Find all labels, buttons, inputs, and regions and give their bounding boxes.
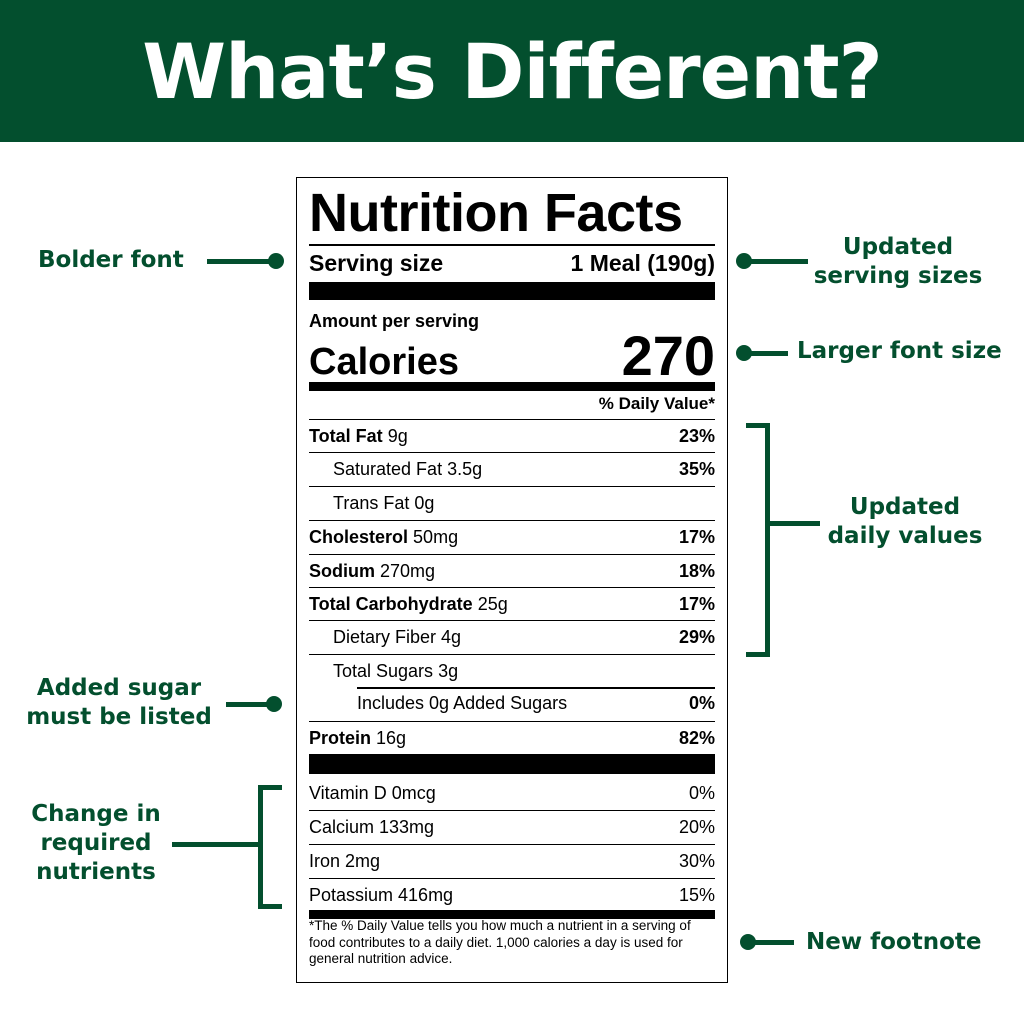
nutrient-name: Total Carbohydrate: [309, 593, 473, 614]
nutrient-dv: 18%: [678, 560, 715, 581]
nutrient-amount: 9g: [387, 425, 408, 446]
annotation-line: required: [40, 830, 152, 856]
annotation-dot: [268, 253, 284, 269]
annotation-updated-daily-values: Updated daily values: [822, 493, 988, 551]
annotation-connector-line: [748, 940, 794, 945]
nutrient-row-cholesterol: Cholesterol 50mg 17%: [309, 520, 715, 553]
vitamin-row-vitamin-d: Vitamin D 0mcg 0%: [309, 777, 715, 810]
header-banner: What’s Different?: [0, 0, 1024, 142]
nutrient-name: Total Fat: [309, 425, 383, 446]
divider: [309, 244, 715, 246]
page-title: What’s Different?: [142, 26, 882, 116]
nutrient-name: Saturated Fat: [333, 458, 443, 479]
nutrient-name: Total Sugars: [333, 660, 434, 681]
nutrient-amount: 3.5g: [447, 458, 483, 479]
nutrient-row-total-carbohydrate: Total Carbohydrate 25g 17%: [309, 587, 715, 620]
serving-size-label: Serving size: [309, 250, 444, 276]
nutrient-name: Sodium: [309, 560, 375, 581]
calories-value: 270: [621, 324, 715, 387]
annotation-line: nutrients: [36, 859, 156, 885]
annotation-connector-line: [770, 521, 820, 526]
serving-size-value: 1 Meal (190g): [570, 250, 715, 276]
nutrient-name: Dietary Fiber: [333, 626, 437, 647]
vitamin-name: Potassium 416mg: [309, 884, 454, 905]
nutrient-dv: 35%: [678, 458, 715, 479]
nutrient-dv: 0%: [688, 693, 715, 713]
annotation-line: must be listed: [26, 704, 212, 730]
nutrient-name: Trans Fat: [333, 492, 410, 513]
vitamin-row-calcium: Calcium 133mg 20%: [309, 810, 715, 843]
nutrient-dv: 23%: [678, 425, 715, 446]
vitamin-name: Iron 2mg: [309, 850, 381, 871]
annotation-connector-line: [744, 259, 808, 264]
nutrient-amount: 25g: [477, 593, 508, 614]
annotation-line: Updated: [849, 494, 961, 520]
annotation-larger-font-size: Larger font size: [797, 338, 1002, 364]
annotation-line: Change in: [31, 801, 161, 827]
calories-row: Calories 270: [309, 328, 715, 384]
nutrient-dv: 17%: [678, 526, 715, 547]
annotation-connector-line: [207, 259, 275, 264]
nutrient-amount: 0g: [414, 492, 435, 513]
annotation-connector-line: [744, 351, 788, 356]
nutrient-amount: 50mg: [413, 526, 459, 547]
nutrient-amount: 16g: [376, 727, 407, 748]
annotation-updated-serving-sizes: Updated serving sizes: [812, 233, 984, 291]
vitamin-dv: 30%: [678, 850, 715, 871]
nutrient-row-total-fat: Total Fat 9g 23%: [309, 419, 715, 452]
nutrient-row-protein: Protein 16g 82%: [309, 721, 715, 754]
annotation-line: serving sizes: [813, 263, 983, 289]
nutrient-dv: 17%: [678, 593, 715, 614]
nutrient-row-saturated-fat: Saturated Fat 3.5g 35%: [309, 452, 715, 485]
nutrient-amount: 270mg: [380, 560, 436, 581]
annotation-added-sugar: Added sugar must be listed: [24, 674, 214, 732]
annotation-connector-line: [172, 842, 262, 847]
annotation-dot: [266, 696, 282, 712]
vitamin-dv: 0%: [688, 783, 715, 803]
footnote-text: *The % Daily Value tells you how much a …: [309, 918, 691, 966]
nutrient-dv: 82%: [678, 727, 715, 748]
annotation-bracket: [746, 423, 770, 657]
vitamin-name: Calcium 133mg: [309, 816, 435, 837]
nutrient-amount: 3g: [438, 660, 459, 681]
nutrient-dv: 29%: [678, 626, 715, 647]
vitamin-name: Vitamin D 0mcg: [309, 783, 436, 803]
divider: [357, 687, 715, 689]
annotation-new-footnote: New footnote: [806, 929, 982, 955]
thick-divider: [309, 282, 715, 300]
nutrient-row-dietary-fiber: Dietary Fiber 4g 29%: [309, 620, 715, 653]
annotation-bracket: [258, 785, 282, 909]
nutrient-name: Protein: [309, 727, 372, 748]
nutrient-name: Cholesterol: [309, 526, 409, 547]
nutrition-label: Nutrition Facts Serving size 1 Meal (190…: [296, 177, 728, 983]
medium-divider: [309, 910, 715, 919]
nutrient-amount: 4g: [441, 626, 462, 647]
annotation-line: Added sugar: [36, 675, 202, 701]
vitamin-dv: 20%: [678, 816, 715, 837]
vitamin-row-potassium: Potassium 416mg 15%: [309, 878, 715, 911]
nutrient-name: Includes 0g Added Sugars: [357, 693, 568, 713]
calories-label: Calories: [309, 341, 459, 383]
annotation-line: daily values: [827, 523, 983, 549]
thick-divider: [309, 754, 715, 774]
amount-per-serving: Amount per serving: [309, 311, 480, 331]
annotation-line: Updated: [842, 234, 954, 260]
nutrient-row-added-sugars: Includes 0g Added Sugars 0%: [309, 687, 715, 720]
nutrient-row-trans-fat: Trans Fat 0g: [309, 486, 715, 519]
annotation-bolder-font: Bolder font: [38, 247, 184, 273]
annotation-connector-line: [226, 702, 274, 707]
daily-value-header: % Daily Value*: [598, 394, 715, 413]
nutrient-row-sodium: Sodium 270mg 18%: [309, 554, 715, 587]
nutrient-row-total-sugars: Total Sugars 3g: [309, 654, 715, 687]
vitamin-dv: 15%: [678, 884, 715, 905]
vitamin-row-iron: Iron 2mg 30%: [309, 844, 715, 877]
label-title: Nutrition Facts: [309, 183, 683, 243]
serving-size-row: Serving size 1 Meal (190g): [309, 250, 715, 277]
medium-divider: [309, 382, 715, 391]
annotation-change-in-required-nutrients: Change in required nutrients: [24, 800, 168, 887]
